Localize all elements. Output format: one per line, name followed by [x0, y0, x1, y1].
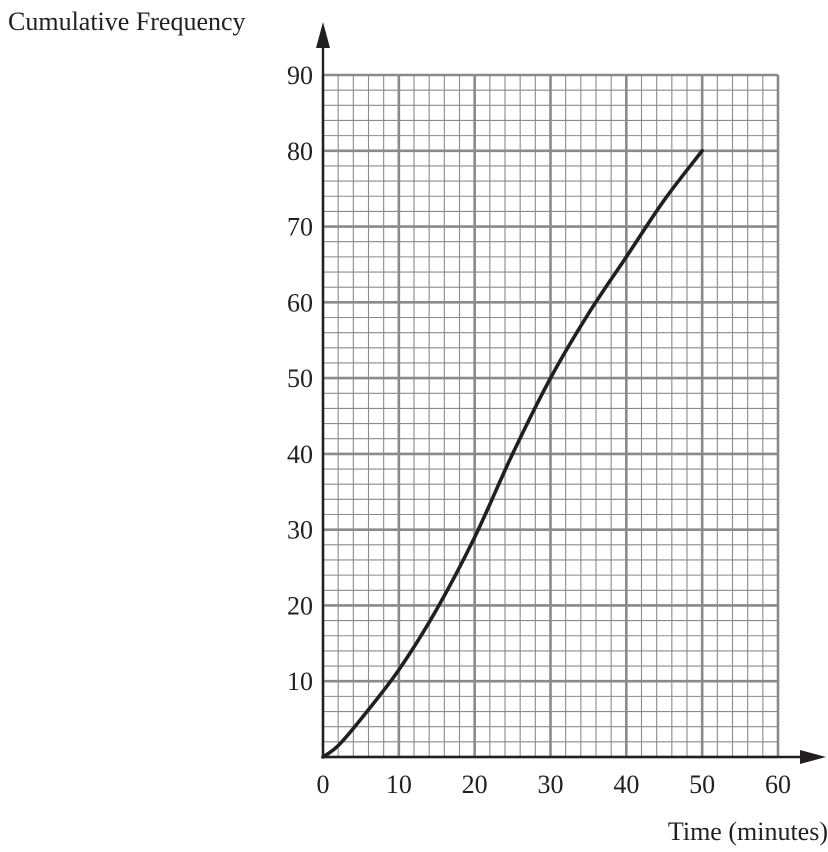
x-tick-label: 10 [386, 770, 412, 799]
y-axis-title: Cumulative Frequency [8, 7, 246, 36]
x-tick-label: 60 [765, 770, 791, 799]
axes [316, 22, 826, 764]
y-tick-label: 80 [287, 137, 313, 166]
major-grid [321, 73, 780, 759]
y-tick-label: 30 [287, 516, 313, 545]
y-axis-arrowhead [316, 22, 330, 48]
curve-layer [321, 148, 704, 759]
x-axis-title: Time (minutes) [668, 817, 828, 846]
x-tick-label: 50 [689, 770, 715, 799]
x-tick-label: 0 [317, 770, 330, 799]
y-tick-label: 90 [287, 61, 313, 90]
x-tick-label: 40 [613, 770, 639, 799]
x-tick-label: 30 [538, 770, 564, 799]
y-tick-label: 20 [287, 591, 313, 620]
y-tick-label: 50 [287, 364, 313, 393]
x-axis-arrowhead [800, 750, 826, 764]
y-tick-label: 70 [287, 213, 313, 242]
x-tick-label: 20 [462, 770, 488, 799]
y-tick-label: 10 [287, 667, 313, 696]
cumulative-frequency-curve [321, 148, 704, 759]
tick-labels: 0 10 20 30 40 50 60 10 20 30 40 50 60 70 80 90 [287, 61, 791, 799]
y-tick-label: 40 [287, 440, 313, 469]
y-tick-label: 60 [287, 288, 313, 317]
